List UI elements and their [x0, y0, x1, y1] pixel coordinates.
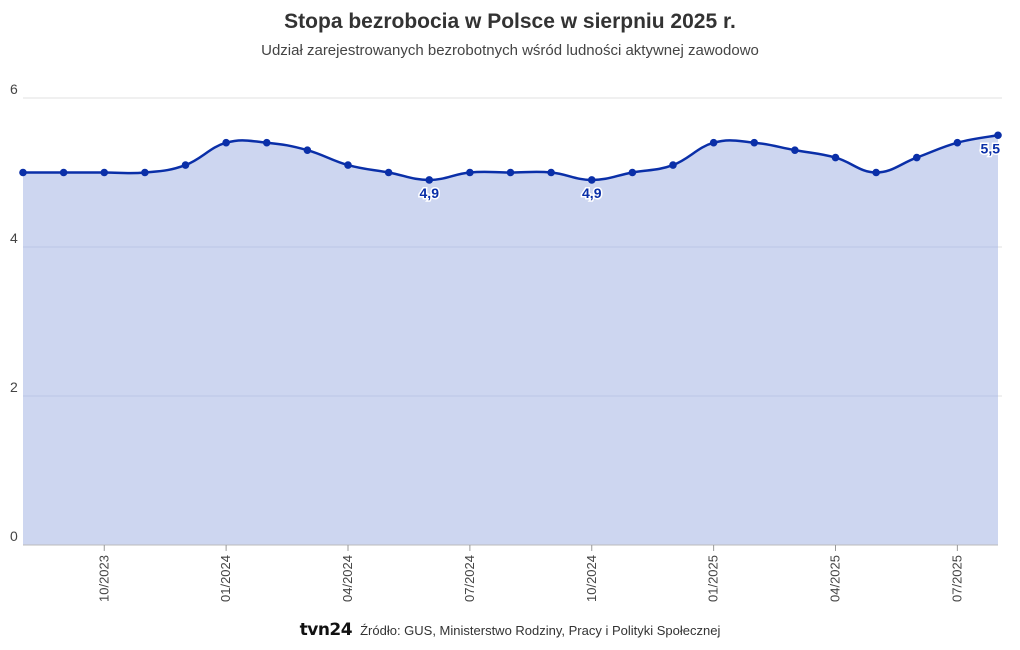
y-tick-label: 4: [10, 230, 18, 246]
data-point: [872, 168, 880, 177]
data-point: [100, 168, 109, 177]
x-tick-label: 01/2024: [218, 555, 233, 602]
chart-title: Stopa bezrobocia w Polsce w sierpniu 202…: [284, 10, 736, 33]
data-point: [628, 168, 637, 177]
y-tick-label: 2: [10, 379, 18, 395]
data-point: [750, 138, 759, 147]
series-area: [23, 135, 998, 545]
data-point: [791, 146, 799, 154]
x-tick-label: 10/2024: [584, 555, 599, 602]
y-tick-label: 6: [10, 81, 18, 97]
data-point: [303, 146, 312, 154]
x-tick-label: 01/2025: [706, 555, 721, 602]
data-point: [506, 168, 515, 177]
data-point: [547, 168, 555, 177]
data-label: 4,9: [420, 185, 440, 201]
data-label: 5,5: [981, 140, 1001, 156]
data-point: [19, 168, 27, 177]
footer: tvn24 Źródło: GUS, Ministerstwo Rodziny,…: [0, 620, 1020, 640]
x-tick-label: 07/2025: [949, 555, 964, 602]
data-point: [181, 161, 190, 169]
data-point: [587, 176, 596, 184]
chart-subtitle: Udział zarejestrowanych bezrobotnych wśr…: [261, 42, 759, 59]
data-point: [384, 168, 393, 177]
data-point: [344, 161, 352, 169]
x-tick-label: 04/2024: [340, 555, 355, 602]
y-tick-label: 0: [10, 528, 18, 544]
data-point: [141, 168, 149, 177]
data-label: 4,9: [582, 185, 602, 201]
data-point: [466, 168, 474, 177]
data-point: [709, 138, 718, 147]
x-tick-label: 10/2023: [96, 555, 111, 602]
tvn24-logo: tvn24: [299, 620, 353, 640]
data-point: [262, 138, 271, 147]
x-tick-label: 04/2025: [828, 555, 843, 602]
data-point: [669, 161, 677, 169]
data-point: [59, 168, 68, 177]
source-note: Źródło: GUS, Ministerstwo Rodziny, Pracy…: [360, 622, 721, 638]
data-point: [912, 153, 921, 162]
data-point: [953, 138, 962, 147]
x-tick-label: 07/2024: [462, 555, 477, 602]
data-point: [222, 138, 230, 147]
data-point: [425, 176, 434, 184]
data-point: [994, 131, 1002, 140]
data-point: [831, 153, 840, 162]
